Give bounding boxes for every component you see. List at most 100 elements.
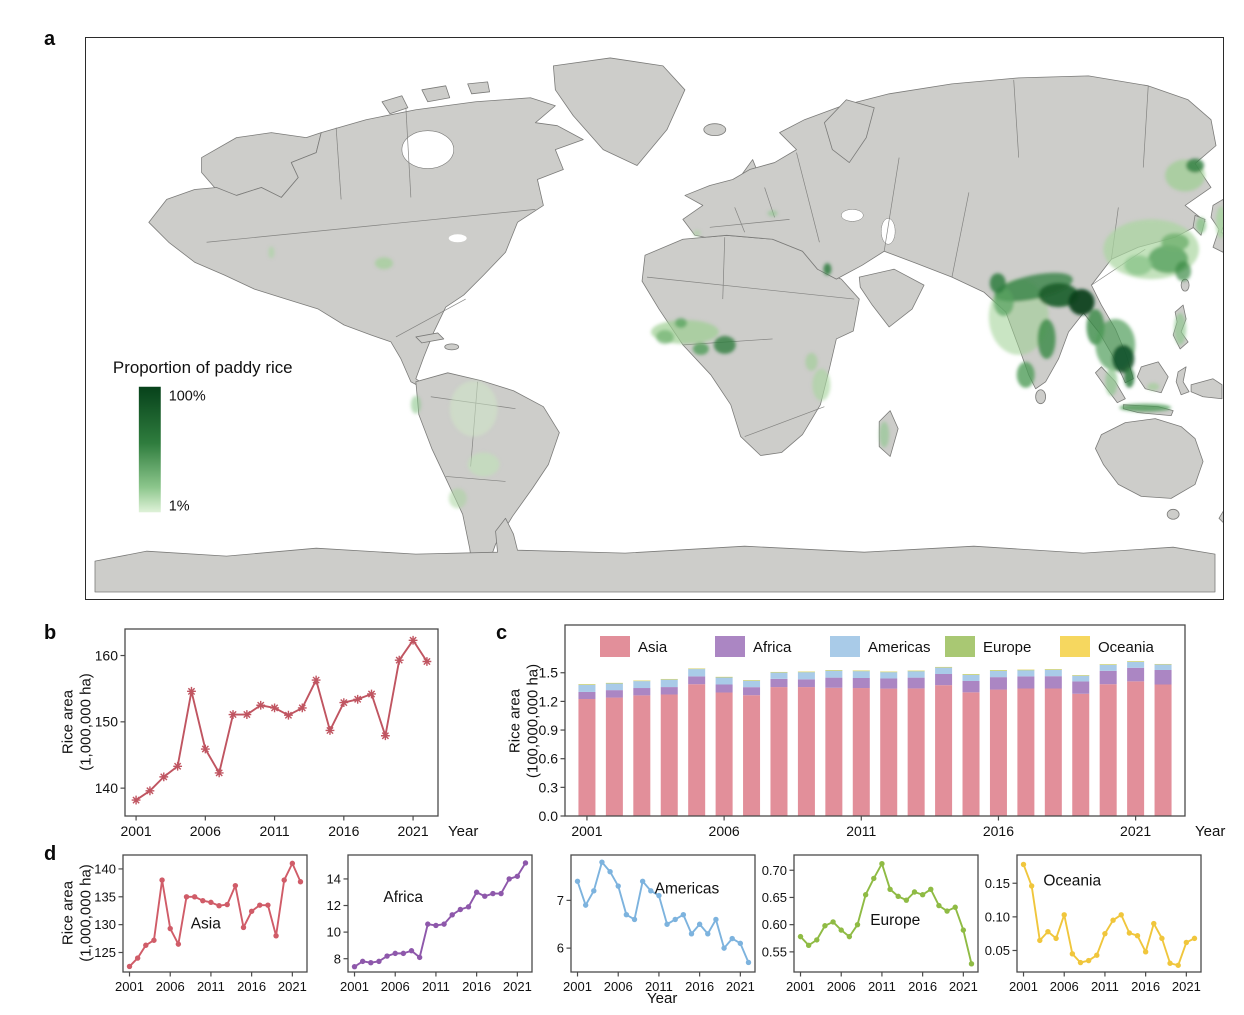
point-marker bbox=[457, 906, 464, 913]
x-tick-label: 2021 bbox=[1120, 823, 1151, 839]
bar-segment-americas-2001 bbox=[578, 684, 596, 692]
point-marker bbox=[1191, 935, 1198, 942]
bar-segment-americas-2012 bbox=[880, 672, 898, 679]
legend-label-oceania: Oceania bbox=[1098, 639, 1155, 656]
bar-segment-europe-2005 bbox=[688, 668, 706, 670]
point-marker bbox=[433, 922, 439, 929]
bar-segment-americas-2013 bbox=[907, 671, 925, 678]
x-axis-title: Year bbox=[1195, 823, 1225, 840]
bar-segment-africa-2008 bbox=[770, 678, 788, 688]
y-tick-label: 1.2 bbox=[539, 693, 559, 709]
point-marker bbox=[416, 954, 423, 961]
x-tick-label: 2001 bbox=[1009, 979, 1038, 994]
y-tick-label: 0.65 bbox=[762, 890, 787, 905]
point-marker bbox=[200, 897, 206, 904]
inplot-label-americas: Americas bbox=[655, 881, 720, 898]
map-panel: Proportion of paddy rice 100% 1% bbox=[85, 37, 1224, 600]
x-tick-label: 2006 bbox=[190, 823, 221, 839]
y-tick-label: 135 bbox=[94, 889, 116, 904]
point-marker bbox=[482, 893, 488, 899]
bar-segment-americas-2019 bbox=[1072, 675, 1090, 682]
hispaniola bbox=[444, 343, 460, 351]
point-marker bbox=[273, 933, 279, 939]
y-tick-label: 0.60 bbox=[762, 917, 787, 932]
x-tick-label: 2011 bbox=[422, 979, 450, 994]
chart-europe-rice-area: Europe 0.55 0.60 0.65 0.70 2001 2006 2011 2016 20… bbox=[762, 854, 979, 994]
bar-segment-asia-2008 bbox=[770, 687, 788, 816]
bar-segment-europe-2001 bbox=[578, 684, 596, 685]
point-marker bbox=[1094, 952, 1100, 958]
point-marker bbox=[1061, 912, 1067, 918]
point-marker bbox=[745, 959, 752, 966]
bar-segment-europe-2012 bbox=[880, 671, 898, 673]
point-marker bbox=[514, 873, 521, 879]
point-marker bbox=[289, 860, 296, 867]
x-tick-label: 2011 bbox=[1091, 979, 1119, 994]
point-marker bbox=[615, 883, 621, 889]
bar-segment-africa-2005 bbox=[688, 676, 706, 685]
map-legend-title: Proportion of paddy rice bbox=[113, 358, 293, 377]
y-tick-label: 160 bbox=[96, 647, 118, 663]
plot-border bbox=[124, 628, 439, 817]
x-tick-label: 2011 bbox=[868, 979, 896, 994]
bar-segment-africa-2018 bbox=[1044, 676, 1062, 689]
legend: Asia Africa Americas Europe Oceania bbox=[600, 636, 1155, 657]
y-tick-label: 1.5 bbox=[539, 665, 559, 681]
point-marker bbox=[656, 892, 662, 899]
legend-label-asia: Asia bbox=[638, 639, 668, 656]
y-tick-label: 140 bbox=[94, 861, 116, 876]
bar-segment-europe-2019 bbox=[1072, 675, 1090, 676]
bar-segment-asia-2018 bbox=[1044, 688, 1062, 816]
panel-d-x-axis-title: Year bbox=[647, 990, 678, 1007]
point-marker bbox=[952, 904, 958, 910]
point-marker bbox=[473, 889, 480, 895]
arctic-islands bbox=[381, 81, 490, 115]
bar-segment-americas-2004 bbox=[660, 679, 678, 688]
bar-segment-europe-2007 bbox=[743, 680, 761, 681]
bar-segment-europe-2004 bbox=[660, 679, 678, 680]
legend-label-africa: Africa bbox=[753, 639, 792, 656]
x-tick-label: 2021 bbox=[278, 979, 307, 994]
x-tick-label: 2016 bbox=[685, 979, 714, 994]
point-marker bbox=[729, 935, 735, 942]
bar-segment-europe-2020 bbox=[1099, 664, 1117, 665]
bar-segment-africa-2013 bbox=[907, 677, 925, 689]
point-marker bbox=[1069, 951, 1076, 957]
x-tick-label: 2001 bbox=[340, 979, 369, 994]
y-tick-label: 0.6 bbox=[539, 751, 559, 767]
point-marker bbox=[392, 950, 398, 957]
y-tick-label: 8 bbox=[334, 951, 341, 966]
legend-label-americas: Americas bbox=[868, 639, 931, 656]
bar-segment-asia-2011 bbox=[852, 688, 870, 816]
point-marker bbox=[1077, 959, 1084, 966]
bar-segment-africa-2014 bbox=[935, 673, 953, 686]
y-tick-label: 0.15 bbox=[985, 876, 1010, 891]
bar-segment-africa-2011 bbox=[852, 678, 870, 689]
point-marker bbox=[384, 953, 390, 959]
panel-b-y-axis-title: Rice area (1,000,000 ha) bbox=[59, 673, 94, 771]
bar-segment-africa-2012 bbox=[880, 678, 898, 689]
plot-border bbox=[564, 624, 1186, 817]
cuba bbox=[415, 332, 445, 344]
bar-segment-americas-2021 bbox=[1127, 661, 1145, 668]
antarctica bbox=[94, 517, 1216, 593]
point-marker bbox=[1126, 930, 1133, 936]
legend-swatch-asia bbox=[600, 636, 630, 657]
data-line bbox=[799, 862, 973, 965]
panel-d-label: d bbox=[44, 843, 57, 865]
point-marker bbox=[887, 886, 893, 892]
bar-segment-asia-2019 bbox=[1072, 693, 1090, 816]
data-line bbox=[1022, 864, 1195, 967]
point-marker bbox=[936, 902, 942, 909]
point-marker bbox=[449, 912, 455, 918]
point-marker bbox=[143, 942, 149, 948]
point-marker bbox=[574, 878, 581, 884]
chart-asia-rice-area: Asia 125 130 135 140 2001 2006 2011 2016 2021 bbox=[94, 854, 308, 994]
bar-segment-americas-2014 bbox=[935, 667, 953, 674]
bar-segment-europe-2010 bbox=[825, 670, 843, 671]
point-marker bbox=[607, 869, 613, 875]
data-line bbox=[128, 862, 302, 968]
black-sea bbox=[841, 209, 864, 222]
point-marker bbox=[944, 908, 950, 914]
point-marker bbox=[1053, 935, 1059, 942]
